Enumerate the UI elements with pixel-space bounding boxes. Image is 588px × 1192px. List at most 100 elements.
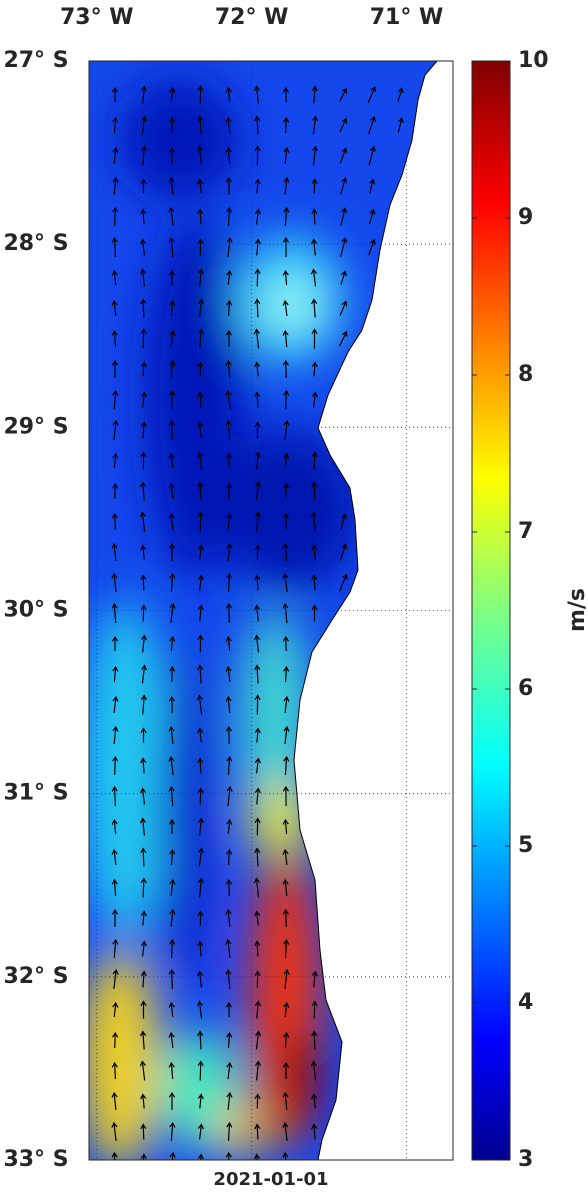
wind-arrow [197, 664, 204, 684]
wind-arrow [168, 542, 176, 562]
wind-arrow [197, 817, 205, 836]
wind-arrow [282, 908, 289, 928]
wind-arrow [112, 482, 119, 500]
wind-arrow [196, 694, 203, 715]
wind-arrow [111, 848, 118, 866]
wind-arrow [111, 1091, 118, 1111]
wind-arrow [197, 238, 204, 256]
wind-arrow [339, 543, 348, 561]
wind-arrow [311, 451, 318, 470]
wind-arrow [169, 635, 176, 652]
wind-arrow [140, 910, 147, 926]
wind-arrow [339, 117, 348, 133]
wind-arrow [197, 391, 204, 408]
wind-arrow [282, 572, 289, 593]
wind-arrow [112, 1001, 119, 1018]
wind-arrow [338, 330, 348, 347]
wind-arrow [226, 482, 233, 500]
wind-arrow [168, 695, 175, 714]
wind-arrow [111, 635, 119, 652]
wind-arrow [140, 877, 147, 898]
wind-arrow [283, 695, 290, 714]
wind-arrow [169, 908, 176, 928]
wind-arrow [140, 145, 148, 166]
wind-arrow [254, 115, 261, 135]
wind-arrow [111, 512, 118, 531]
plot-frame [88, 60, 454, 1161]
wind-arrow [283, 968, 290, 990]
wind-arrow [282, 635, 290, 652]
wind-arrow [168, 1061, 175, 1080]
wind-arrow [310, 1060, 317, 1081]
wind-arrow [282, 299, 289, 317]
wind-arrow [282, 542, 289, 562]
wind-arrow [140, 178, 147, 194]
wind-arrow [226, 1121, 233, 1142]
wind-arrow [340, 237, 348, 257]
wind-arrow [225, 938, 232, 959]
lat-tick-label: 32° S [3, 964, 68, 989]
wind-arrow [254, 1123, 261, 1140]
wind-arrow [197, 178, 204, 194]
lat-tick-label: 33° S [3, 1147, 68, 1172]
wind-arrow [254, 574, 261, 591]
wind-arrow [282, 818, 289, 835]
wind-arrow [283, 206, 290, 227]
wind-arrow [282, 878, 289, 897]
wind-arrow [112, 146, 119, 165]
wind-arrow [283, 116, 290, 134]
wind-arrow [254, 268, 261, 287]
wind-arrow [112, 755, 119, 776]
wind-arrow [311, 391, 318, 408]
wind-arrow [140, 361, 147, 377]
colorbar-tick-label: 6 [518, 676, 533, 701]
wind-arrow [283, 482, 290, 500]
wind-arrow [112, 206, 119, 227]
wind-arrow [254, 1093, 261, 1109]
wind-arrow [140, 757, 147, 774]
wind-arrow [282, 602, 289, 624]
wind-arrow [197, 634, 204, 653]
wind-arrow [311, 145, 319, 166]
wind-arrow [196, 970, 204, 988]
wind-arrow [311, 574, 318, 591]
wind-arrow [283, 755, 290, 776]
wind-arrow [139, 1060, 146, 1081]
wind-arrow [168, 176, 175, 196]
wind-arrow [282, 269, 289, 286]
wind-arrow [282, 1091, 289, 1111]
wind-arrow [168, 236, 175, 258]
wind-arrow [225, 1001, 233, 1018]
wind-arrow [311, 1030, 318, 1050]
wind-arrow [340, 207, 348, 226]
wind-arrow [168, 419, 175, 441]
wind-arrow [283, 389, 290, 410]
wind-arrow [340, 513, 347, 530]
wind-arrow [311, 238, 318, 256]
wind-arrow [168, 452, 175, 469]
wind-arrow [140, 970, 147, 988]
wind-arrow [255, 481, 262, 501]
wind-arrow [282, 848, 289, 866]
wind-arrow [111, 785, 118, 807]
wind-arrow [111, 878, 118, 897]
colorbar-tick-label: 5 [518, 833, 533, 858]
wind-arrow [168, 269, 176, 286]
wind-arrow [225, 602, 232, 624]
wind-arrow [369, 178, 376, 194]
wind-arrow [311, 328, 318, 349]
wind-arrow [282, 1151, 289, 1160]
wind-arrow [339, 147, 348, 164]
wind-arrow [169, 299, 176, 317]
wind-arrow [169, 1121, 176, 1142]
wind-arrow [140, 208, 147, 225]
wind-arrow [254, 544, 261, 560]
wind-arrow [140, 694, 148, 715]
wind-arrow [225, 665, 232, 683]
wind-arrow [311, 298, 318, 318]
colorbar-tick-label: 9 [518, 205, 533, 230]
wind-arrow [254, 178, 261, 194]
wind-arrow [254, 787, 261, 805]
wind-arrow [282, 236, 290, 258]
